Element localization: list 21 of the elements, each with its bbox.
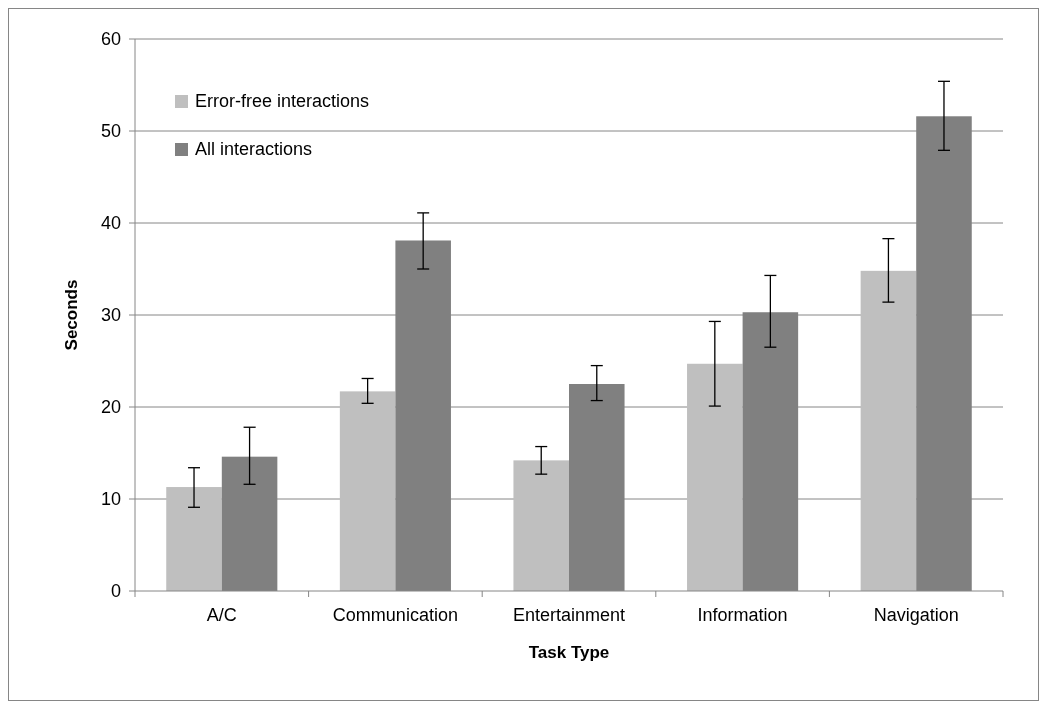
- y-tick-label: 50: [100, 121, 121, 142]
- bar: [166, 487, 222, 591]
- y-tick-label: 40: [100, 213, 121, 234]
- x-tick-label: A/C: [206, 605, 237, 625]
- x-axis-title: Task Type: [528, 643, 610, 662]
- y-tick-label: 20: [100, 397, 121, 418]
- x-tick-label: Navigation: [873, 605, 959, 625]
- bar: [860, 270, 917, 591]
- x-tick-label: Information: [697, 605, 788, 625]
- bar: [339, 391, 396, 591]
- legend-label: Error-free interactions: [195, 91, 370, 112]
- bar: [687, 363, 743, 591]
- y-tick-label: 0: [110, 581, 121, 602]
- y-tick-label: 60: [100, 29, 121, 50]
- x-tick-label: Entertainment: [512, 605, 626, 625]
- legend-label: All interactions: [195, 139, 313, 160]
- x-tick-label: Communication: [332, 605, 458, 625]
- y-axis-title: Seconds: [62, 279, 81, 351]
- y-tick-label: 30: [100, 305, 121, 326]
- y-tick-label: 10: [100, 489, 121, 510]
- bar: [513, 460, 569, 591]
